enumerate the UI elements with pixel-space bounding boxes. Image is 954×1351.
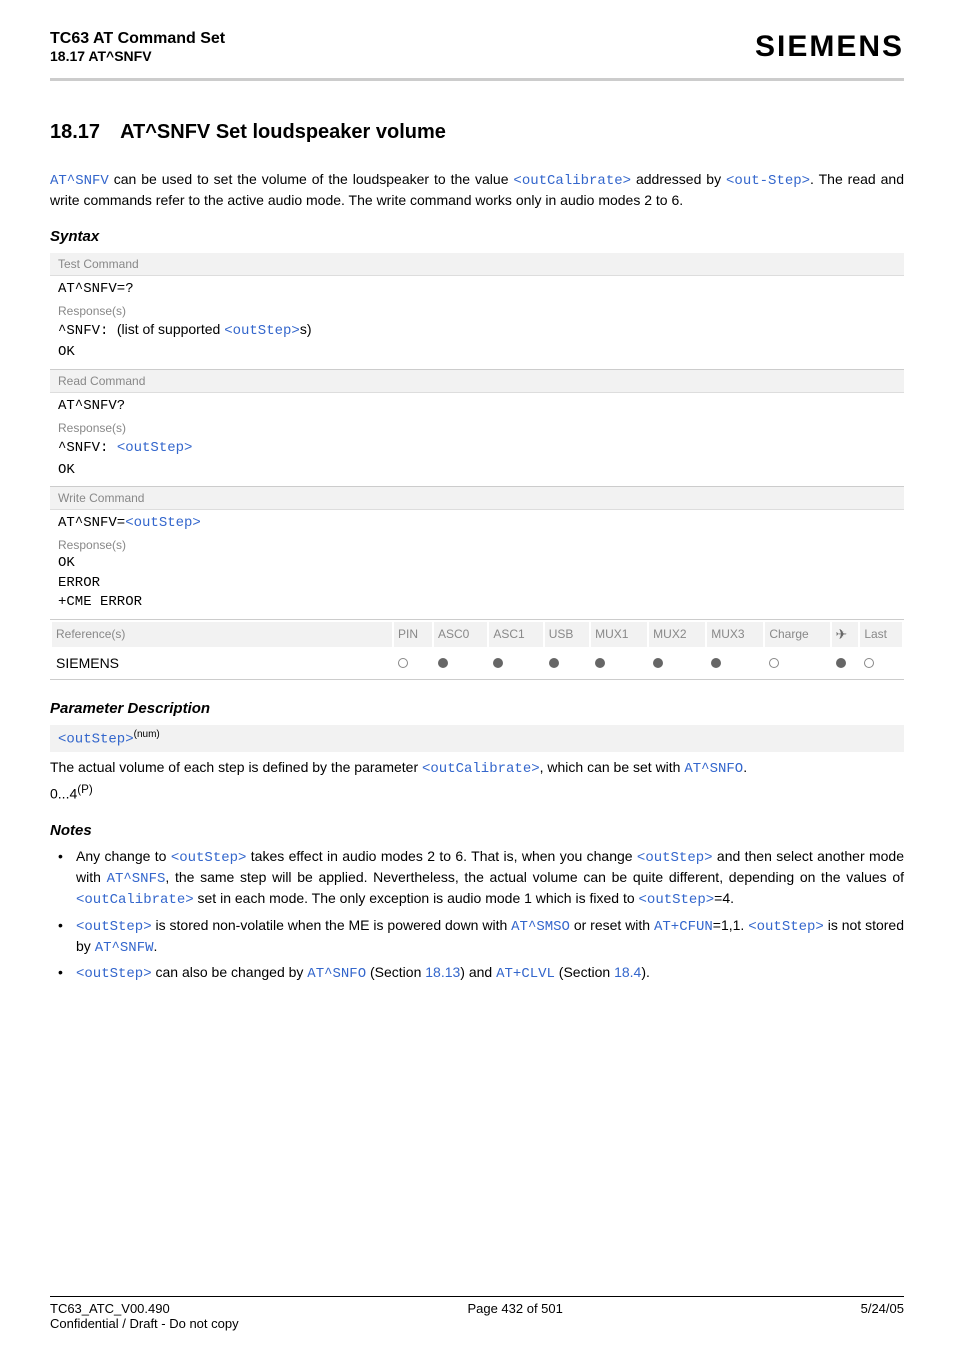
write-param-link[interactable]: <outStep> [125,515,201,531]
notes-heading: Notes [50,822,904,839]
page-footer: TC63_ATC_V00.490 Page 432 of 501 5/24/05… [50,1296,904,1331]
n1-c1-link[interactable]: AT^SNFS [107,871,166,887]
read-param-link[interactable]: <outStep> [117,440,193,456]
write-response: OK ERROR +CME ERROR [50,554,904,619]
n2-p2-link[interactable]: <outStep> [748,919,824,935]
test-param-link[interactable]: <outStep> [224,323,300,339]
n2-c2-link[interactable]: AT+CFUN [654,919,713,935]
n1-p1-link[interactable]: <outStep> [171,850,247,866]
test-response: ^SNFV: (list of supported <outStep>s) OK [50,320,904,369]
n2-p1-link[interactable]: <outStep> [76,919,152,935]
dot-mux1 [591,649,647,677]
param-name-link[interactable]: <outStep> [58,732,134,748]
n3-c2-link[interactable]: AT+CLVL [496,966,555,982]
doc-subtitle: 18.17 AT^SNFV [50,48,225,64]
n2-c3-link[interactable]: AT^SNFW [95,940,154,956]
block-divider [50,679,904,680]
write-resp-label: Response(s) [50,536,904,554]
intro-paragraph: AT^SNFV can be used to set the volume of… [50,170,904,210]
test-command: AT^SNFV=? [50,276,904,302]
notes-list: Any change to <outStep> takes effect in … [50,847,904,984]
reference-table: Reference(s) PIN ASC0 ASC1 USB MUX1 MUX2… [50,620,904,679]
dot-asc0 [434,649,487,677]
param-range: 0...4(P) [50,782,904,804]
note-item: <outStep> is stored non-volatile when th… [50,916,904,958]
footer-left: TC63_ATC_V00.490 [50,1301,170,1316]
read-response: ^SNFV: <outStep> OK [50,437,904,486]
brand-logo: SIEMENS [755,30,904,64]
param-cmd-link[interactable]: AT^SNFO [684,761,743,777]
intro-param2-link[interactable]: <out-Step> [726,173,810,189]
header-left-block: TC63 AT Command Set 18.17 AT^SNFV [50,30,225,64]
read-command: AT^SNFV? [50,393,904,419]
ref-label: Reference(s) [52,622,392,647]
intro-cmd-link[interactable]: AT^SNFV [50,173,109,189]
dot-mux3 [707,649,763,677]
dot-usb [545,649,589,677]
section-heading: 18.17 AT^SNFV Set loudspeaker volume [50,121,904,144]
header-divider [50,78,904,81]
dot-mux2 [649,649,705,677]
section-title-text: AT^SNFV Set loudspeaker volume [120,121,446,143]
section-number: 18.17 [50,121,100,144]
n3-c1-link[interactable]: AT^SNFO [307,966,366,982]
syntax-heading: Syntax [50,228,904,245]
dot-last [860,649,902,677]
note-item: Any change to <outStep> takes effect in … [50,847,904,910]
param-description: The actual volume of each step is define… [50,758,904,779]
param-name-box: <outStep>(num) [50,725,904,752]
syntax-container: Test Command AT^SNFV=? Response(s) ^SNFV… [50,253,904,680]
ref-value: SIEMENS [52,649,392,677]
param-desc-heading: Parameter Description [50,700,904,717]
intro-param1-link[interactable]: <outCalibrate> [513,173,631,189]
read-resp-label: Response(s) [50,419,904,437]
param-p1-link[interactable]: <outCalibrate> [422,761,540,777]
n1-p4-link[interactable]: <outStep> [639,892,715,908]
footer-confidential: Confidential / Draft - Do not copy [50,1316,904,1331]
dot-asc1 [489,649,542,677]
dot-airplane [832,649,859,677]
write-command: AT^SNFV=<outStep> [50,510,904,536]
note-item: <outStep> can also be changed by AT^SNFO… [50,963,904,984]
dot-charge [765,649,829,677]
n1-p2-link[interactable]: <outStep> [637,850,713,866]
airplane-icon: ✈ [832,622,859,647]
n3-s1-link[interactable]: 18.13 [425,964,460,980]
n2-c1-link[interactable]: AT^SMSO [511,919,570,935]
test-command-label: Test Command [50,253,904,276]
read-command-label: Read Command [50,370,904,393]
n3-p1-link[interactable]: <outStep> [76,966,152,982]
n3-s2-link[interactable]: 18.4 [614,964,641,980]
footer-center: Page 432 of 501 [467,1301,562,1316]
page-header: TC63 AT Command Set 18.17 AT^SNFV SIEMEN… [50,30,904,72]
n1-p3-link[interactable]: <outCalibrate> [76,892,194,908]
test-resp-label: Response(s) [50,302,904,320]
footer-divider [50,1296,904,1297]
write-command-label: Write Command [50,487,904,510]
footer-right: 5/24/05 [861,1301,904,1316]
dot-pin [394,649,432,677]
doc-title: TC63 AT Command Set [50,30,225,48]
